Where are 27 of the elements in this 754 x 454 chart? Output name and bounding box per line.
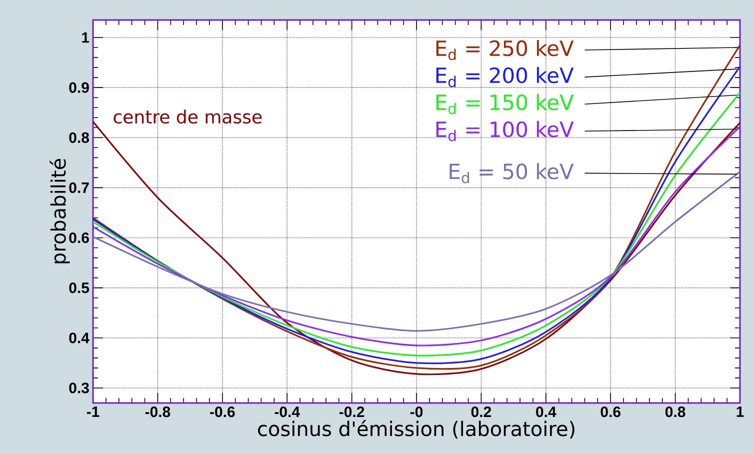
text: E$_{d}$ = 200 keV — [436, 66, 574, 88]
x-tick-label: 0.4 — [536, 406, 556, 418]
x-tick-label: 0.2 — [471, 406, 492, 418]
y-axis-title: probabilité — [50, 158, 70, 264]
y-tick-label: 0.4 — [69, 332, 90, 344]
y-tick-label: 0.7 — [69, 182, 89, 194]
x-tick-label: -0.8 — [145, 406, 170, 418]
x-tick-label: -0.4 — [274, 406, 300, 418]
y-tick-label: 1 — [82, 32, 90, 43]
x-tick-label: -0.2 — [339, 406, 364, 418]
x-tick-label: 0.6 — [600, 406, 620, 418]
x-tick-label: -0 — [410, 406, 423, 418]
text: E$_{d}$ = 250 keV — [436, 40, 574, 60]
x-tick-label: -1 — [86, 406, 100, 417]
y-tick-label: 0.5 — [69, 282, 90, 294]
y-tick-label: 0.9 — [69, 82, 89, 93]
x-tick-label: 1 — [736, 406, 744, 417]
y-tick-label: 0.6 — [69, 232, 89, 244]
text: E$_{d}$ = 150 keV — [436, 94, 574, 114]
series-label: centre de masse — [114, 110, 262, 124]
y-tick-label: 0.8 — [69, 132, 90, 143]
x-tick-label: -0.6 — [210, 406, 235, 418]
text: E$_{d}$ = 100 keV — [436, 121, 574, 142]
x-tick-label: 0.8 — [665, 406, 686, 418]
text: E$_{d}$ = 50 keV — [450, 163, 574, 184]
y-tick-label: 0.3 — [69, 382, 89, 394]
x-axis-title: cosinus d'émission (laboratoire) — [258, 420, 574, 439]
